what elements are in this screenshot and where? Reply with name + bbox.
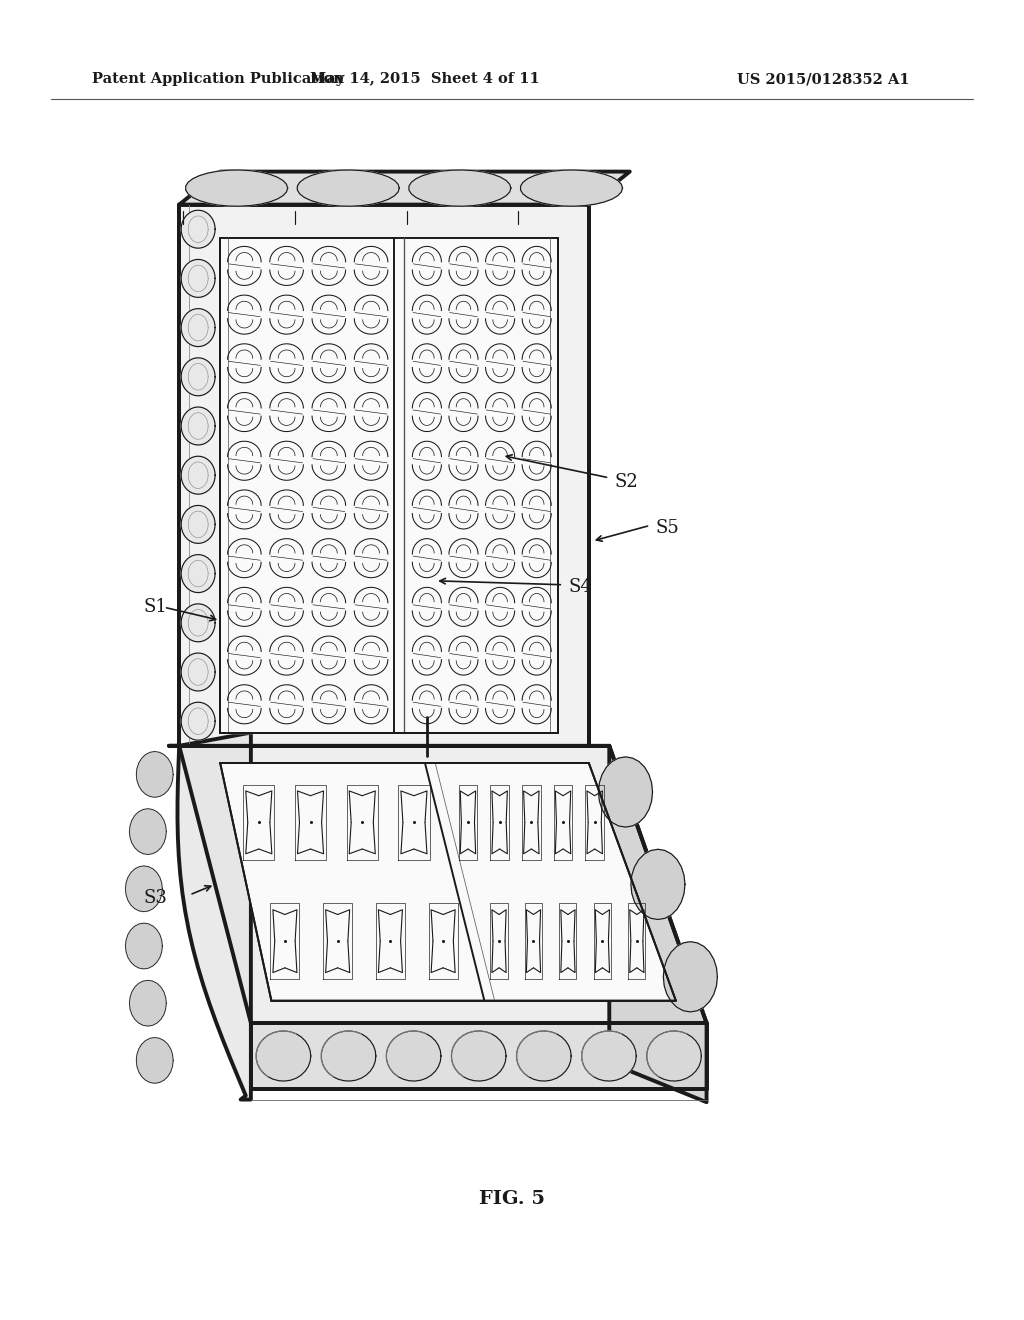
Polygon shape bbox=[181, 506, 215, 544]
Text: S1: S1 bbox=[143, 598, 167, 616]
Polygon shape bbox=[181, 309, 215, 347]
Polygon shape bbox=[297, 170, 399, 206]
Polygon shape bbox=[179, 172, 630, 205]
Text: S3: S3 bbox=[143, 888, 167, 907]
Polygon shape bbox=[129, 981, 166, 1026]
Text: May 14, 2015  Sheet 4 of 11: May 14, 2015 Sheet 4 of 11 bbox=[310, 73, 540, 86]
Text: US 2015/0128352 A1: US 2015/0128352 A1 bbox=[737, 73, 910, 86]
Polygon shape bbox=[582, 1031, 636, 1081]
Polygon shape bbox=[179, 205, 589, 746]
Polygon shape bbox=[409, 170, 511, 206]
Polygon shape bbox=[520, 170, 623, 206]
Text: S5: S5 bbox=[655, 519, 679, 537]
Polygon shape bbox=[181, 603, 215, 642]
Polygon shape bbox=[181, 260, 215, 297]
Polygon shape bbox=[517, 1031, 571, 1081]
Polygon shape bbox=[181, 653, 215, 690]
Polygon shape bbox=[136, 1038, 173, 1084]
Polygon shape bbox=[181, 457, 215, 494]
Polygon shape bbox=[322, 1031, 376, 1081]
Polygon shape bbox=[452, 1031, 506, 1081]
Polygon shape bbox=[251, 1023, 707, 1089]
Text: Patent Application Publication: Patent Application Publication bbox=[92, 73, 344, 86]
Polygon shape bbox=[181, 407, 215, 445]
Polygon shape bbox=[126, 923, 163, 969]
Text: FIG. 5: FIG. 5 bbox=[479, 1189, 545, 1208]
Text: S4: S4 bbox=[568, 578, 592, 597]
Text: S2: S2 bbox=[614, 473, 638, 491]
Polygon shape bbox=[664, 941, 718, 1012]
Polygon shape bbox=[126, 866, 163, 912]
Polygon shape bbox=[181, 554, 215, 593]
Polygon shape bbox=[647, 1031, 701, 1081]
Polygon shape bbox=[609, 746, 707, 1102]
Polygon shape bbox=[598, 756, 652, 828]
Polygon shape bbox=[386, 1031, 441, 1081]
Polygon shape bbox=[181, 358, 215, 396]
Polygon shape bbox=[185, 170, 288, 206]
Polygon shape bbox=[256, 1031, 310, 1081]
Polygon shape bbox=[181, 210, 215, 248]
Polygon shape bbox=[129, 809, 166, 854]
Polygon shape bbox=[631, 849, 685, 920]
Polygon shape bbox=[179, 746, 707, 1023]
Polygon shape bbox=[181, 702, 215, 741]
Polygon shape bbox=[136, 751, 173, 797]
Polygon shape bbox=[169, 733, 251, 1100]
Polygon shape bbox=[220, 763, 676, 1001]
Polygon shape bbox=[220, 238, 558, 733]
